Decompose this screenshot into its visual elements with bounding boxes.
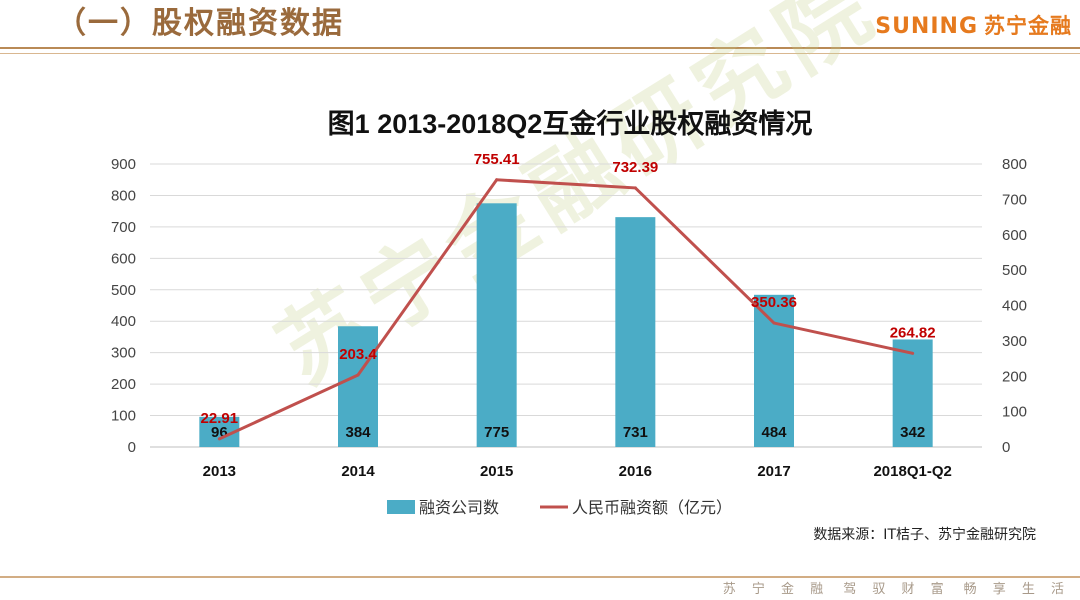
footer-slogan: 苏 宁 金 融驾 驭 财 富畅 享 生 活	[709, 578, 1070, 597]
section-title: （一）股权融资数据	[56, 6, 344, 41]
bar	[754, 294, 794, 447]
y-left-tick-label: 200	[111, 376, 136, 393]
line-data-label: 732.39	[612, 159, 658, 176]
bar	[892, 339, 933, 447]
y-right-tick-label: 600	[1002, 227, 1027, 244]
y-right-tick-label: 0	[1002, 439, 1010, 456]
bar-data-label: 384	[345, 424, 371, 441]
footer-slogan-3: 畅 享 生 活	[963, 582, 1070, 597]
chart-source: 数据来源：IT桔子、苏宁金融研究院	[813, 527, 1036, 543]
legend-swatch-bar	[387, 500, 415, 514]
x-tick-label: 2014	[341, 463, 375, 480]
line-data-label: 264.82	[890, 324, 936, 341]
line-point	[356, 373, 360, 377]
x-tick-label: 2016	[619, 463, 652, 480]
y-right-tick-label: 800	[1002, 156, 1027, 173]
bar-data-label: 342	[900, 424, 925, 441]
line-point	[495, 178, 499, 182]
bar-data-label: 775	[484, 424, 509, 441]
bar-data-label: 484	[761, 424, 787, 441]
line-data-label: 755.41	[474, 151, 520, 168]
line-data-label: 203.4	[339, 346, 377, 363]
bar	[615, 217, 656, 447]
bar	[338, 326, 378, 447]
y-left-tick-label: 300	[111, 345, 136, 362]
header-divider-thin	[0, 53, 1080, 54]
x-tick-label: 2015	[480, 463, 513, 480]
line-series	[218, 178, 913, 441]
y-right-tick-label: 500	[1002, 262, 1027, 279]
footer-slogan-2: 驾 驭 财 富	[843, 582, 950, 597]
y-left-tick-label: 900	[111, 156, 136, 173]
y-left-tick-label: 800	[111, 187, 136, 204]
bar	[476, 203, 517, 447]
suning-logo: SUNING 苏宁金融	[875, 11, 1072, 41]
line-data-label: 350.36	[751, 294, 797, 311]
chart-title: 图1 2013-2018Q2互金行业股权融资情况	[328, 108, 813, 139]
header-divider	[0, 47, 1080, 49]
line-point	[911, 351, 915, 355]
y-left-tick-label: 100	[111, 408, 136, 425]
y-right-tick-label: 200	[1002, 368, 1027, 385]
x-tick-label: 2017	[757, 463, 790, 480]
y-right-tick-label: 400	[1002, 298, 1027, 315]
y-left-tick-label: 600	[111, 250, 136, 267]
y-right-tick-label: 700	[1002, 191, 1027, 208]
y-left-tick-label: 0	[128, 439, 136, 456]
footer-slogan-1: 苏 宁 金 融	[722, 582, 830, 597]
y-left-tick-label: 700	[111, 219, 136, 236]
bar-data-label: 731	[623, 424, 648, 441]
line-point	[633, 186, 637, 190]
logo-cn-text: 苏宁金融	[984, 14, 1072, 38]
y-right-tick-label: 300	[1002, 333, 1027, 350]
logo-text: SUNING	[875, 14, 978, 39]
x-tick-label: 2018Q1-Q2	[873, 463, 951, 480]
legend-label-line: 人民币融资额（亿元）	[572, 499, 732, 517]
y-left-tick-label: 400	[111, 313, 136, 330]
legend-label-bar: 融资公司数	[419, 499, 499, 517]
footer-divider	[0, 576, 1080, 578]
y-right-tick-label: 100	[1002, 404, 1027, 421]
line-data-label: 22.91	[201, 410, 239, 427]
line-point	[772, 321, 776, 325]
y-left-tick-label: 500	[111, 282, 136, 299]
x-tick-label: 2013	[203, 463, 236, 480]
line-point	[217, 437, 221, 441]
